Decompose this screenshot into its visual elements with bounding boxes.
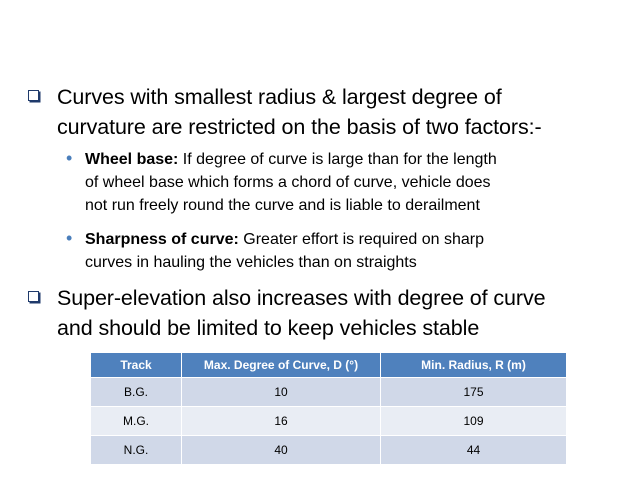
table-cell: B.G. (90, 377, 182, 407)
bullet-curves-restriction: Curves with smallest radius & largest de… (28, 82, 618, 142)
bullet-line: and should be limited to keep vehicles s… (57, 316, 480, 340)
sub-bullet-wheel-base: • Wheel base: If degree of curve is larg… (66, 148, 626, 217)
sub-bullet-line: curves in hauling the vehicles than on s… (85, 254, 417, 271)
table-cell: 175 (380, 377, 567, 407)
table-row: M.G. 16 109 (90, 406, 567, 436)
sub-bullet-line: Sharpness of curve: Greater effort is re… (85, 228, 626, 251)
sub-bullet-line: Wheel base: If degree of curve is large … (85, 148, 626, 171)
sub-bullet-text: Wheel base: If degree of curve is large … (85, 148, 626, 217)
bullet-line: curvature are restricted on the basis of… (57, 115, 542, 139)
table-cell: M.G. (90, 406, 182, 436)
square-bullet-icon (28, 291, 39, 302)
round-bullet-icon: • (66, 228, 73, 248)
sub-bullet-line: not run freely round the curve and is li… (85, 197, 480, 214)
sub-bullet-line: of wheel base which forms a chord of cur… (85, 174, 491, 191)
column-header-min-radius: Min. Radius, R (m) (380, 352, 567, 378)
sub-bullet-term: Wheel base: (85, 151, 179, 168)
sub-bullet-desc: If degree of curve is large than for the… (178, 151, 497, 168)
table-cell: 16 (181, 406, 381, 436)
bullet-line: Curves with smallest radius & largest de… (57, 85, 502, 109)
sub-bullet-term: Sharpness of curve: (85, 231, 239, 248)
table-cell: 40 (181, 435, 381, 465)
bullet-text: Super-elevation also increases with degr… (57, 283, 618, 343)
table-cell: 109 (380, 406, 567, 436)
table-header-row: Track Max. Degree of Curve, D (°) Min. R… (90, 352, 567, 378)
bullet-line: Super-elevation also increases with degr… (57, 286, 546, 310)
table-cell: N.G. (90, 435, 182, 465)
square-bullet-icon (28, 90, 39, 101)
column-header-track: Track (90, 352, 182, 378)
sub-bullet-desc: Greater effort is required on sharp (238, 231, 484, 248)
round-bullet-icon: • (66, 148, 73, 168)
table-cell: 44 (380, 435, 567, 465)
table-row: N.G. 40 44 (90, 435, 567, 465)
sub-bullet-text: Sharpness of curve: Greater effort is re… (85, 228, 626, 274)
curve-limits-table: Track Max. Degree of Curve, D (°) Min. R… (90, 352, 567, 465)
column-header-max-degree: Max. Degree of Curve, D (°) (181, 352, 381, 378)
bullet-text: Curves with smallest radius & largest de… (57, 82, 618, 142)
table-row: B.G. 10 175 (90, 377, 567, 407)
sub-bullet-sharpness: • Sharpness of curve: Greater effort is … (66, 228, 626, 274)
table-cell: 10 (181, 377, 381, 407)
bullet-super-elevation: Super-elevation also increases with degr… (28, 283, 618, 343)
